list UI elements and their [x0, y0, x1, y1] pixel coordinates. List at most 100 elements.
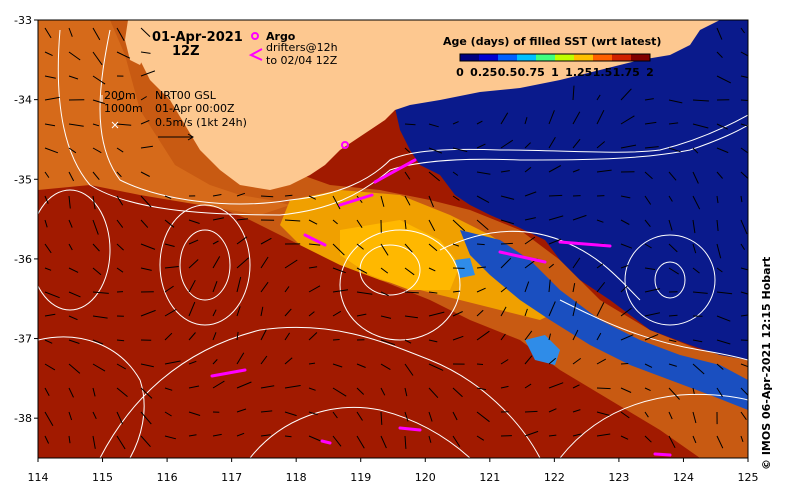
contour-eddy-west — [179, 229, 231, 301]
current-vector — [452, 219, 466, 232]
current-vector — [452, 243, 460, 247]
current-vector — [116, 147, 124, 153]
current-vector — [476, 171, 491, 175]
current-vector — [404, 339, 412, 344]
current-vector — [332, 411, 338, 419]
colorbar-swatch — [574, 54, 594, 61]
current-vector — [644, 146, 659, 149]
current-vector — [596, 109, 605, 125]
current-vector — [620, 285, 628, 293]
current-vector — [308, 332, 318, 341]
current-vector — [140, 145, 153, 149]
info-analysis-time: 01-Apr 00:00Z — [155, 102, 235, 115]
contour-line-d — [559, 299, 748, 361]
current-vector — [332, 243, 345, 256]
current-vector — [452, 411, 458, 421]
current-vector — [404, 195, 411, 206]
x-tick-label: 117 — [221, 471, 242, 484]
current-vector — [212, 359, 218, 365]
current-vector — [668, 243, 678, 253]
current-vector — [500, 306, 507, 317]
current-vector — [92, 195, 96, 210]
current-vector — [668, 314, 678, 317]
colorbar-tick-label: 1 — [551, 66, 559, 79]
current-vector — [692, 411, 697, 424]
current-vector — [644, 312, 661, 317]
current-vector — [428, 363, 444, 371]
current-vector — [620, 243, 633, 249]
current-vector — [308, 362, 316, 365]
current-vector — [428, 267, 436, 272]
current-vector — [740, 411, 747, 420]
current-vector — [596, 358, 607, 365]
current-vector — [404, 267, 415, 276]
colorbar-tick-label: 0.25 — [470, 66, 497, 79]
current-vector — [332, 310, 342, 317]
current-vector — [356, 313, 367, 317]
current-vector — [740, 339, 748, 341]
current-vector — [188, 411, 201, 416]
current-vector — [740, 219, 748, 235]
current-vector — [68, 315, 78, 321]
current-vector — [116, 123, 132, 126]
current-vector — [188, 259, 199, 269]
current-vector — [692, 387, 695, 395]
current-vector — [68, 411, 73, 421]
current-vector — [92, 51, 103, 66]
current-vector — [500, 139, 514, 149]
current-vector — [716, 195, 719, 204]
current-vector — [476, 435, 485, 441]
current-vector — [116, 219, 124, 228]
current-vector — [548, 165, 562, 173]
current-vector — [524, 142, 531, 149]
current-vector — [44, 313, 56, 317]
current-vector — [404, 123, 416, 126]
current-vector — [356, 267, 368, 274]
current-vector — [68, 219, 73, 228]
current-vector — [44, 435, 50, 444]
current-vector — [44, 291, 60, 299]
current-vector — [92, 387, 96, 397]
current-vector — [740, 387, 748, 396]
header-hour: 12Z — [172, 44, 200, 59]
current-vector — [692, 219, 696, 234]
current-vector — [164, 411, 172, 417]
current-vector — [236, 218, 248, 221]
current-vector — [44, 147, 59, 154]
current-vector — [668, 339, 677, 343]
vector-scale-arrow-head — [187, 133, 194, 141]
current-vector — [644, 288, 661, 293]
info-contour-1000: 1000m — [104, 102, 143, 115]
current-vector — [236, 432, 245, 437]
current-vector — [548, 333, 551, 341]
drifter-track-3 — [338, 193, 374, 207]
x-tick-label: 122 — [544, 471, 565, 484]
current-vector — [644, 267, 656, 270]
current-vector — [500, 359, 509, 365]
vector-scale-marker — [111, 121, 119, 129]
current-vector — [644, 387, 651, 392]
current-vector — [548, 357, 557, 365]
current-vector — [92, 75, 106, 85]
contour-line-b — [249, 406, 471, 458]
current-vector — [644, 333, 659, 341]
current-vector — [164, 360, 181, 365]
contour-eddy-east — [654, 261, 686, 299]
drifter-track-6 — [558, 240, 612, 248]
current-vector — [92, 339, 104, 345]
contour-line-e — [559, 393, 748, 458]
info-contour-200: 200m — [104, 89, 136, 102]
current-vector — [116, 195, 124, 206]
current-vector — [500, 195, 515, 200]
current-vector — [116, 387, 128, 397]
colorbar-swatch — [612, 54, 632, 61]
current-vector — [188, 332, 196, 341]
current-vector — [524, 330, 533, 341]
land-west-cape — [125, 20, 160, 65]
current-vector — [500, 242, 513, 245]
current-vector — [236, 257, 250, 269]
current-vector — [740, 291, 748, 295]
current-vector — [572, 257, 581, 269]
current-vector — [68, 75, 79, 80]
current-vector — [428, 171, 441, 182]
